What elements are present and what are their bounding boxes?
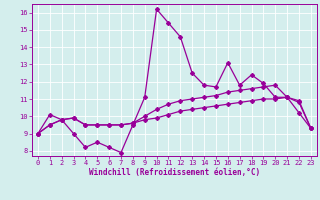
X-axis label: Windchill (Refroidissement éolien,°C): Windchill (Refroidissement éolien,°C) [89,168,260,177]
